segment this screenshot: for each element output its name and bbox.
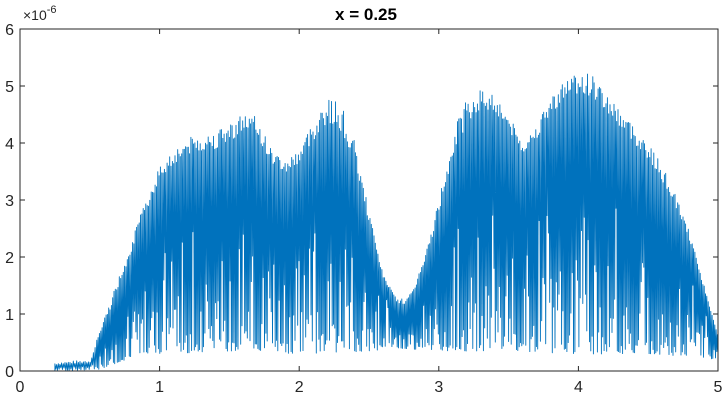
y-exponent-base: ×10 xyxy=(23,7,47,23)
x-tick-label: 5 xyxy=(714,379,723,396)
series-line-path xyxy=(20,73,719,372)
x-tick-label: 2 xyxy=(295,379,304,396)
chart-title: x = 0.25 xyxy=(335,5,397,24)
y-tick-label: 0 xyxy=(5,364,14,381)
y-exponent-power: -6 xyxy=(47,4,57,16)
x-tick-label: 3 xyxy=(434,379,443,396)
x-tick-label: 0 xyxy=(16,379,25,396)
x-axis: 0 1 2 3 4 5 xyxy=(16,29,723,396)
y-axis-exponent: ×10-6 xyxy=(23,4,57,23)
y-tick-label: 6 xyxy=(5,22,14,39)
series-line xyxy=(20,73,719,372)
y-axis: 0 1 2 3 4 5 6 xyxy=(5,22,718,381)
y-tick-label: 2 xyxy=(5,250,14,267)
y-tick-label: 3 xyxy=(5,193,14,210)
x-tick-label: 1 xyxy=(155,379,164,396)
y-tick-label: 5 xyxy=(5,79,14,96)
y-tick-label: 4 xyxy=(5,136,14,153)
x-tick-label: 4 xyxy=(574,379,583,396)
y-tick-label: 1 xyxy=(5,307,14,324)
